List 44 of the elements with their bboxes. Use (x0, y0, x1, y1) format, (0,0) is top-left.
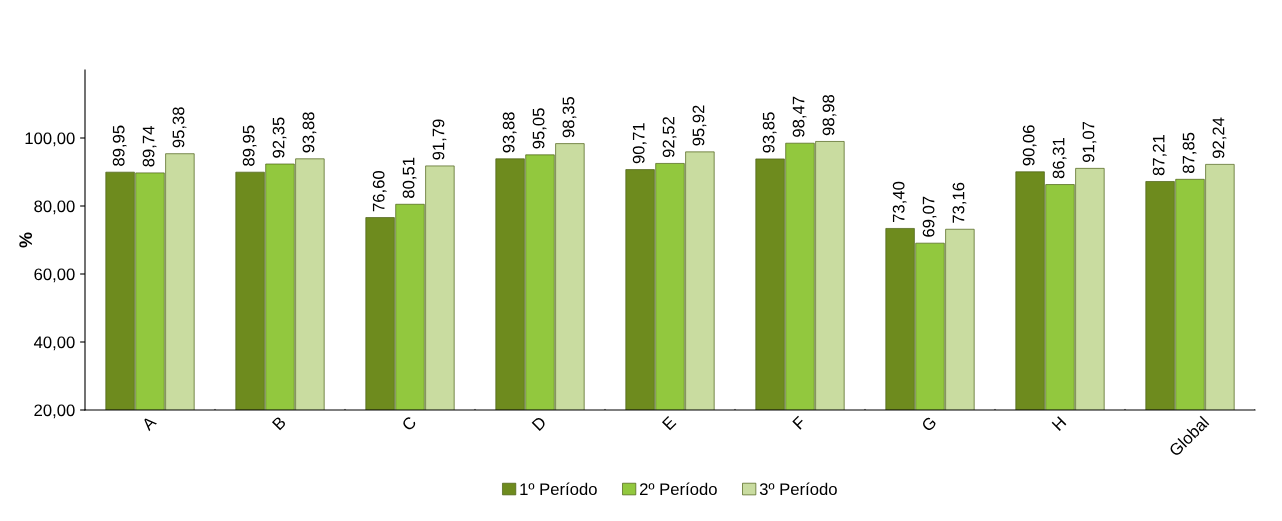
y-tick-label: 80,00 (34, 200, 75, 215)
data-label: 92,24 (1212, 117, 1227, 159)
data-label: 89,95 (112, 125, 127, 166)
x-tick-label: F (792, 415, 807, 430)
x-tick-label: A (141, 415, 157, 432)
data-label: 95,38 (172, 107, 187, 148)
y-tick-label: 40,00 (33, 336, 75, 351)
data-label: 90,71 (632, 123, 647, 164)
data-label: 98,35 (562, 97, 577, 138)
data-label: 91,79 (432, 119, 447, 160)
data-label: 92,35 (272, 117, 287, 158)
legend-label: 3º Período (759, 482, 837, 496)
data-label: 89,74 (142, 126, 157, 167)
legend-label: 2º Período (639, 482, 717, 496)
y-tick-label: 20,00 (34, 404, 75, 419)
y-axis-title: % (19, 232, 33, 248)
data-label: 89,95 (242, 125, 257, 166)
y-tick-label: 60,00 (34, 268, 75, 283)
data-label: 93,88 (302, 112, 317, 153)
x-tick-label: D (531, 415, 547, 431)
legend-label: 1º Período (520, 482, 597, 496)
y-tick-label: 100,00 (25, 132, 75, 147)
data-label: 90,06 (1022, 125, 1037, 166)
x-tick-label: E (661, 415, 677, 431)
data-label: 95,92 (692, 105, 707, 146)
x-tick-label: G (920, 416, 937, 433)
data-label: 87,21 (1152, 135, 1167, 176)
data-label: 98,47 (792, 96, 807, 137)
data-label: 86,31 (1052, 138, 1067, 179)
data-label: 69,07 (922, 196, 937, 237)
data-label: 93,88 (502, 112, 517, 153)
x-tick-label: B (271, 415, 287, 431)
data-label: 73,40 (892, 181, 907, 223)
x-tick-label: H (1051, 416, 1067, 431)
data-label: 76,60 (372, 170, 387, 212)
data-label: 92,52 (662, 117, 677, 158)
data-label: 73,16 (952, 182, 967, 223)
data-label: 98,98 (822, 94, 837, 136)
x-tick-label: C (401, 415, 417, 432)
data-label: 93,85 (762, 112, 777, 153)
data-label: 87,85 (1182, 132, 1197, 174)
data-label: 80,51 (402, 157, 417, 198)
data-label: 91,07 (1082, 121, 1097, 163)
data-label: 95,05 (532, 108, 547, 149)
